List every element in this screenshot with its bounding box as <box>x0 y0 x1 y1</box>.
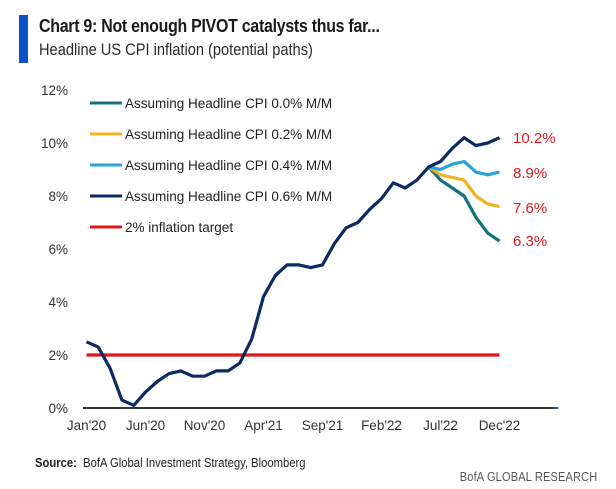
x-tick-label: Jun'20 <box>126 418 165 433</box>
end-value-label: 6.3% <box>513 233 547 250</box>
series-line-0-6pct-mm <box>85 136 501 407</box>
series-line-0-2pct-mm <box>427 165 500 209</box>
x-tick-label: Feb'22 <box>361 418 402 433</box>
legend-item-0-6pct-mm: Assuming Headline CPI 0.6% M/M <box>90 189 332 204</box>
source-label: Source: <box>35 456 77 470</box>
y-tick-label: 12% <box>41 83 68 98</box>
y-axis: 0% 2% 4% 6% 8% 10% 12% <box>41 83 68 416</box>
legend-label: Assuming Headline CPI 0.2% M/M <box>125 127 332 142</box>
series-layer <box>85 136 559 409</box>
source-text: BofA Global Investment Strategy, Bloombe… <box>83 456 306 470</box>
end-value-label: 7.6% <box>513 200 547 217</box>
y-tick-label: 6% <box>48 242 68 257</box>
chart-title: Chart 9: Not enough PIVOT catalysts thus… <box>39 15 380 36</box>
legend-item-0-4pct-mm: Assuming Headline CPI 0.4% M/M <box>90 158 332 173</box>
end-value-label: 10.2% <box>513 130 556 147</box>
end-labels: 10.2% 8.9% 7.6% 6.3% <box>513 130 556 250</box>
legend: Assuming Headline CPI 0.0% M/M Assuming H… <box>90 96 332 235</box>
y-tick-label: 0% <box>48 401 68 416</box>
x-tick-label: Apr'21 <box>244 418 283 433</box>
legend-label: Assuming Headline CPI 0.0% M/M <box>125 96 332 111</box>
x-tick-label: Sep'21 <box>302 418 344 433</box>
chart-subtitle: Headline US CPI inflation (potential pat… <box>39 40 313 59</box>
x-tick-label: Jul'22 <box>423 418 458 433</box>
x-axis: Jan'20 Jun'20 Nov'20 Apr'21 Sep'21 Feb'22 Jul'… <box>67 418 520 433</box>
legend-item-0-2pct-mm: Assuming Headline CPI 0.2% M/M <box>90 127 332 142</box>
y-tick-label: 4% <box>48 295 68 310</box>
brand-footer: BofA GLOBAL RESEARCH <box>459 470 597 484</box>
y-tick-label: 2% <box>48 348 68 363</box>
end-value-label: 8.9% <box>513 165 547 182</box>
x-tick-label: Dec'22 <box>479 418 521 433</box>
series-line-0pct-mm <box>427 165 501 243</box>
legend-label: Assuming Headline CPI 0.6% M/M <box>125 189 332 204</box>
legend-item-0pct-mm: Assuming Headline CPI 0.0% M/M <box>90 96 332 111</box>
source-note: Source: BofA Global Investment Strategy,… <box>35 456 306 470</box>
x-tick-label: Nov'20 <box>184 418 226 433</box>
legend-item-2pct-target: 2% inflation target <box>90 220 233 235</box>
x-tick-label: Jan'20 <box>67 418 106 433</box>
y-tick-label: 8% <box>48 189 68 204</box>
y-tick-label: 10% <box>41 136 68 151</box>
series-line-0-4pct-mm <box>428 159 500 177</box>
legend-label: Assuming Headline CPI 0.4% M/M <box>125 158 332 173</box>
legend-label: 2% inflation target <box>125 220 233 235</box>
title-accent-bar <box>19 15 28 63</box>
